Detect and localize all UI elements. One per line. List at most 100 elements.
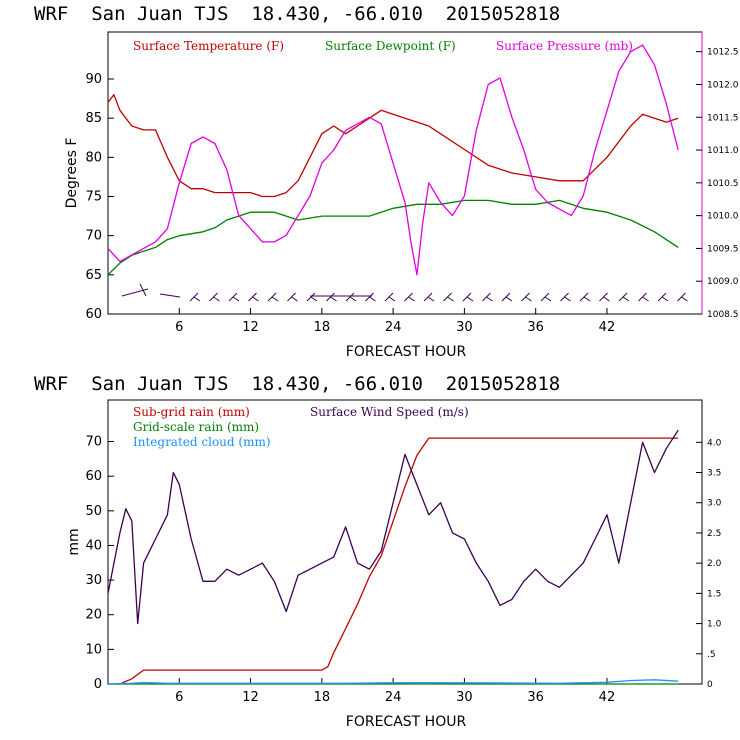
y2-tick-label: 1009.5 — [707, 244, 739, 254]
x-tick-label: 42 — [599, 320, 616, 335]
y2-tick-label: 1012.5 — [707, 48, 739, 58]
wind-barb — [447, 296, 454, 302]
wind-barb — [486, 296, 493, 302]
wind-barb — [525, 296, 532, 302]
wind-barb — [642, 296, 649, 302]
x-tick-label: 30 — [456, 690, 473, 705]
wind-barb — [330, 296, 337, 302]
x-tick-label: 36 — [527, 320, 544, 335]
series-line-surface-pressure-mb — [107, 44, 679, 276]
y2-tick-label: 3.5 — [707, 469, 721, 479]
wind-barb — [661, 296, 669, 302]
legend-entry: Surface Wind Speed (m/s) — [310, 405, 469, 419]
x-tick-label: 18 — [314, 690, 331, 705]
y2-tick-label: 1009.0 — [707, 277, 739, 287]
wind-barb — [121, 288, 149, 297]
plot-frame — [107, 31, 703, 315]
temperature-pressure-chart: WRF San Juan TJS 18.430, -66.010 2015052… — [34, 3, 739, 360]
y2-tick-label: 3.0 — [707, 499, 722, 509]
legend-entry: Grid-scale rain (mm) — [133, 420, 259, 434]
wind-barb — [291, 296, 298, 302]
legend-entry: Surface Temperature (F) — [133, 39, 284, 53]
wind-barb — [252, 296, 259, 302]
y2-tick-label: .5 — [707, 650, 716, 660]
y2-tick-label: 1008.5 — [707, 310, 739, 320]
y-tick-label: 70 — [85, 435, 102, 450]
y-tick-label: 75 — [85, 190, 102, 205]
wind-barb — [622, 296, 630, 302]
wind-barb — [583, 296, 591, 302]
legend-entry: Integrated cloud (mm) — [133, 435, 271, 449]
x-tick-label: 6 — [175, 690, 183, 705]
y-tick-label: 30 — [85, 573, 102, 588]
series-line-surface-dewpoint-f — [107, 199, 679, 276]
y-tick-label: 60 — [85, 469, 102, 484]
wind-barb — [310, 296, 318, 302]
y2-tick-label: 1010.0 — [707, 212, 739, 222]
y-tick-label: 40 — [85, 538, 102, 553]
x-tick-label: 12 — [242, 690, 259, 705]
x-tick-label: 36 — [527, 690, 544, 705]
y-tick-label: 65 — [85, 268, 102, 283]
chart-title: WRF San Juan TJS 18.430, -66.010 2015052… — [34, 373, 560, 395]
wind-barb — [408, 296, 415, 302]
wind-barb — [505, 296, 513, 302]
wind-barb — [369, 296, 376, 302]
wind-barb — [544, 296, 552, 302]
rain-wind-chart: WRF San Juan TJS 18.430, -66.010 2015052… — [34, 373, 722, 730]
wind-barb — [139, 283, 147, 297]
y-tick-label: 10 — [85, 642, 102, 657]
y-tick-label: 0 — [94, 677, 102, 692]
wind-barb — [681, 296, 688, 302]
legend-entry: Surface Pressure (mb) — [496, 39, 633, 53]
y-tick-label: 60 — [85, 307, 102, 322]
y-tick-label: 50 — [85, 504, 102, 519]
x-tick-label: 24 — [385, 690, 402, 705]
y2-tick-label: 1.5 — [707, 589, 721, 599]
wind-barb-row — [121, 283, 688, 302]
y-tick-label: 85 — [85, 111, 102, 126]
y-tick-label: 70 — [85, 229, 102, 244]
wind-barb — [232, 296, 240, 302]
x-tick-label: 18 — [314, 320, 331, 335]
y2-tick-label: 1012.0 — [707, 80, 739, 90]
wind-barb — [213, 296, 220, 302]
x-tick-label: 30 — [456, 320, 473, 335]
wind-barb — [271, 296, 279, 302]
wind-barb — [564, 296, 571, 302]
y2-tick-label: 4.0 — [707, 438, 722, 448]
y2-tick-label: 2.0 — [707, 559, 722, 569]
wind-barb — [388, 296, 396, 302]
wind-barb — [427, 296, 435, 302]
x-axis-label: FORECAST HOUR — [346, 344, 467, 360]
y2-tick-label: 2.5 — [707, 529, 721, 539]
chart-title: WRF San Juan TJS 18.430, -66.010 2015052… — [34, 3, 560, 25]
y2-tick-label: 1011.5 — [707, 113, 739, 123]
series-line-surface-wind-speed-m-s — [107, 429, 679, 625]
x-tick-label: 24 — [385, 320, 402, 335]
legend-entry: Sub-grid rain (mm) — [133, 405, 250, 419]
wind-barb — [159, 293, 181, 298]
series-line-sub-grid-rain-mm — [108, 437, 679, 685]
y2-tick-label: 1011.0 — [707, 146, 739, 156]
series-line-surface-temperature-f — [107, 94, 679, 198]
y-axis-label: mm — [66, 528, 82, 555]
y2-tick-label: 1010.5 — [707, 179, 739, 189]
series-line-integrated-cloud-mm — [107, 679, 679, 685]
y2-tick-label: 1.0 — [707, 620, 722, 630]
wind-barb — [193, 296, 201, 302]
x-axis-label: FORECAST HOUR — [346, 714, 467, 730]
y-tick-label: 90 — [85, 72, 102, 87]
x-tick-label: 6 — [175, 320, 183, 335]
y-tick-label: 20 — [85, 608, 102, 623]
wind-barb — [349, 296, 357, 302]
wind-barb — [603, 296, 610, 302]
x-tick-label: 42 — [599, 690, 616, 705]
y-tick-label: 80 — [85, 150, 102, 165]
y-axis-label: Degrees F — [64, 138, 80, 209]
y2-tick-label: 0 — [707, 680, 713, 690]
legend-entry: Surface Dewpoint (F) — [325, 39, 456, 53]
x-tick-label: 12 — [242, 320, 259, 335]
wind-barb — [466, 296, 474, 302]
